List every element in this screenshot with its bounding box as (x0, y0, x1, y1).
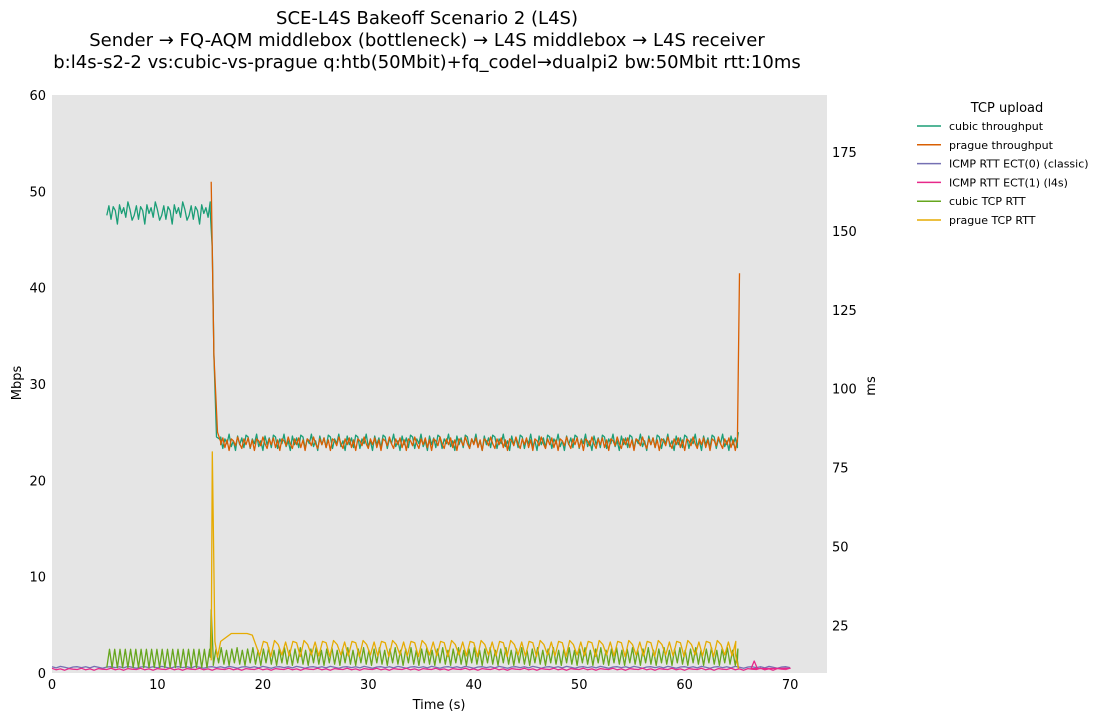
chart-title-line-1: SCE-L4S Bakeoff Scenario 2 (L4S) (276, 8, 578, 29)
legend-item-cubic-tcp-rtt: cubic TCP RTT (917, 195, 1026, 208)
y-right-tick-label: 150 (832, 225, 857, 240)
x-tick-label: 0 (48, 678, 56, 693)
y-left-tick-label: 0 (38, 667, 46, 682)
legend-label: cubic throughput (949, 120, 1044, 133)
y-axis-left: 0 10 20 30 40 50 60 (29, 89, 46, 682)
legend-label: prague throughput (949, 139, 1054, 152)
series-line-prague-tcp-rtt (210, 451, 740, 669)
legend-label: ICMP RTT ECT(0) (classic) (949, 158, 1089, 171)
y-right-tick-label: 125 (832, 304, 857, 319)
y-left-tick-label: 30 (29, 378, 46, 393)
legend-title: TCP upload (970, 101, 1044, 116)
chart-title-line-3: b:l4s-s2-2 vs:cubic-vs-prague q:htb(50Mb… (53, 52, 800, 73)
y-left-tick-label: 20 (29, 474, 46, 489)
y-axis-right: 25 50 75 100 125 150 175 (832, 146, 857, 635)
y-left-tick-label: 50 (29, 185, 46, 200)
plot-area (52, 95, 827, 673)
x-tick-label: 30 (360, 678, 377, 693)
x-tick-label: 50 (571, 678, 588, 693)
x-axis: 0 10 20 30 40 50 60 70 (48, 678, 799, 693)
legend: TCP upload cubic throughput prague throug… (917, 101, 1089, 227)
y-right-tick-label: 25 (832, 620, 849, 635)
chart-title: SCE-L4S Bakeoff Scenario 2 (L4S) Sender … (53, 8, 800, 73)
legend-item-prague-tcp-rtt: prague TCP RTT (917, 214, 1036, 227)
series-line-icmp-rtt-ect-1-l4s (51, 660, 791, 671)
series-group (51, 181, 791, 671)
x-tick-label: 10 (149, 678, 166, 693)
series-line-prague-throughput (210, 181, 741, 452)
legend-label: prague TCP RTT (949, 214, 1036, 227)
y-left-tick-label: 60 (29, 89, 46, 104)
y-right-tick-label: 50 (832, 541, 849, 556)
legend-item-cubic-throughput: cubic throughput (917, 120, 1044, 133)
chart-title-line-2: Sender → FQ-AQM middlebox (bottleneck) →… (89, 30, 765, 51)
y-right-tick-label: 75 (832, 462, 849, 477)
y-right-tick-label: 175 (832, 146, 857, 161)
legend-item-icmp-rtt-ect-1-l4s: ICMP RTT ECT(1) (l4s) (917, 176, 1068, 189)
legend-item-prague-throughput: prague throughput (917, 139, 1054, 152)
y-right-tick-label: 100 (832, 383, 857, 398)
y-axis-left-title: Mbps (10, 366, 25, 401)
x-axis-title: Time (s) (412, 698, 466, 713)
x-tick-label: 70 (782, 678, 799, 693)
x-tick-label: 40 (465, 678, 482, 693)
y-axis-right-title: ms (864, 376, 879, 396)
legend-label: ICMP RTT ECT(1) (l4s) (949, 176, 1068, 189)
legend-items: cubic throughput prague throughput ICMP RT… (917, 120, 1089, 227)
y-left-tick-label: 10 (29, 571, 46, 586)
x-tick-label: 60 (676, 678, 693, 693)
legend-item-icmp-rtt-ect-0-classic: ICMP RTT ECT(0) (classic) (917, 158, 1089, 171)
legend-label: cubic TCP RTT (949, 195, 1026, 208)
x-tick-label: 20 (255, 678, 272, 693)
y-left-tick-label: 40 (29, 282, 46, 297)
